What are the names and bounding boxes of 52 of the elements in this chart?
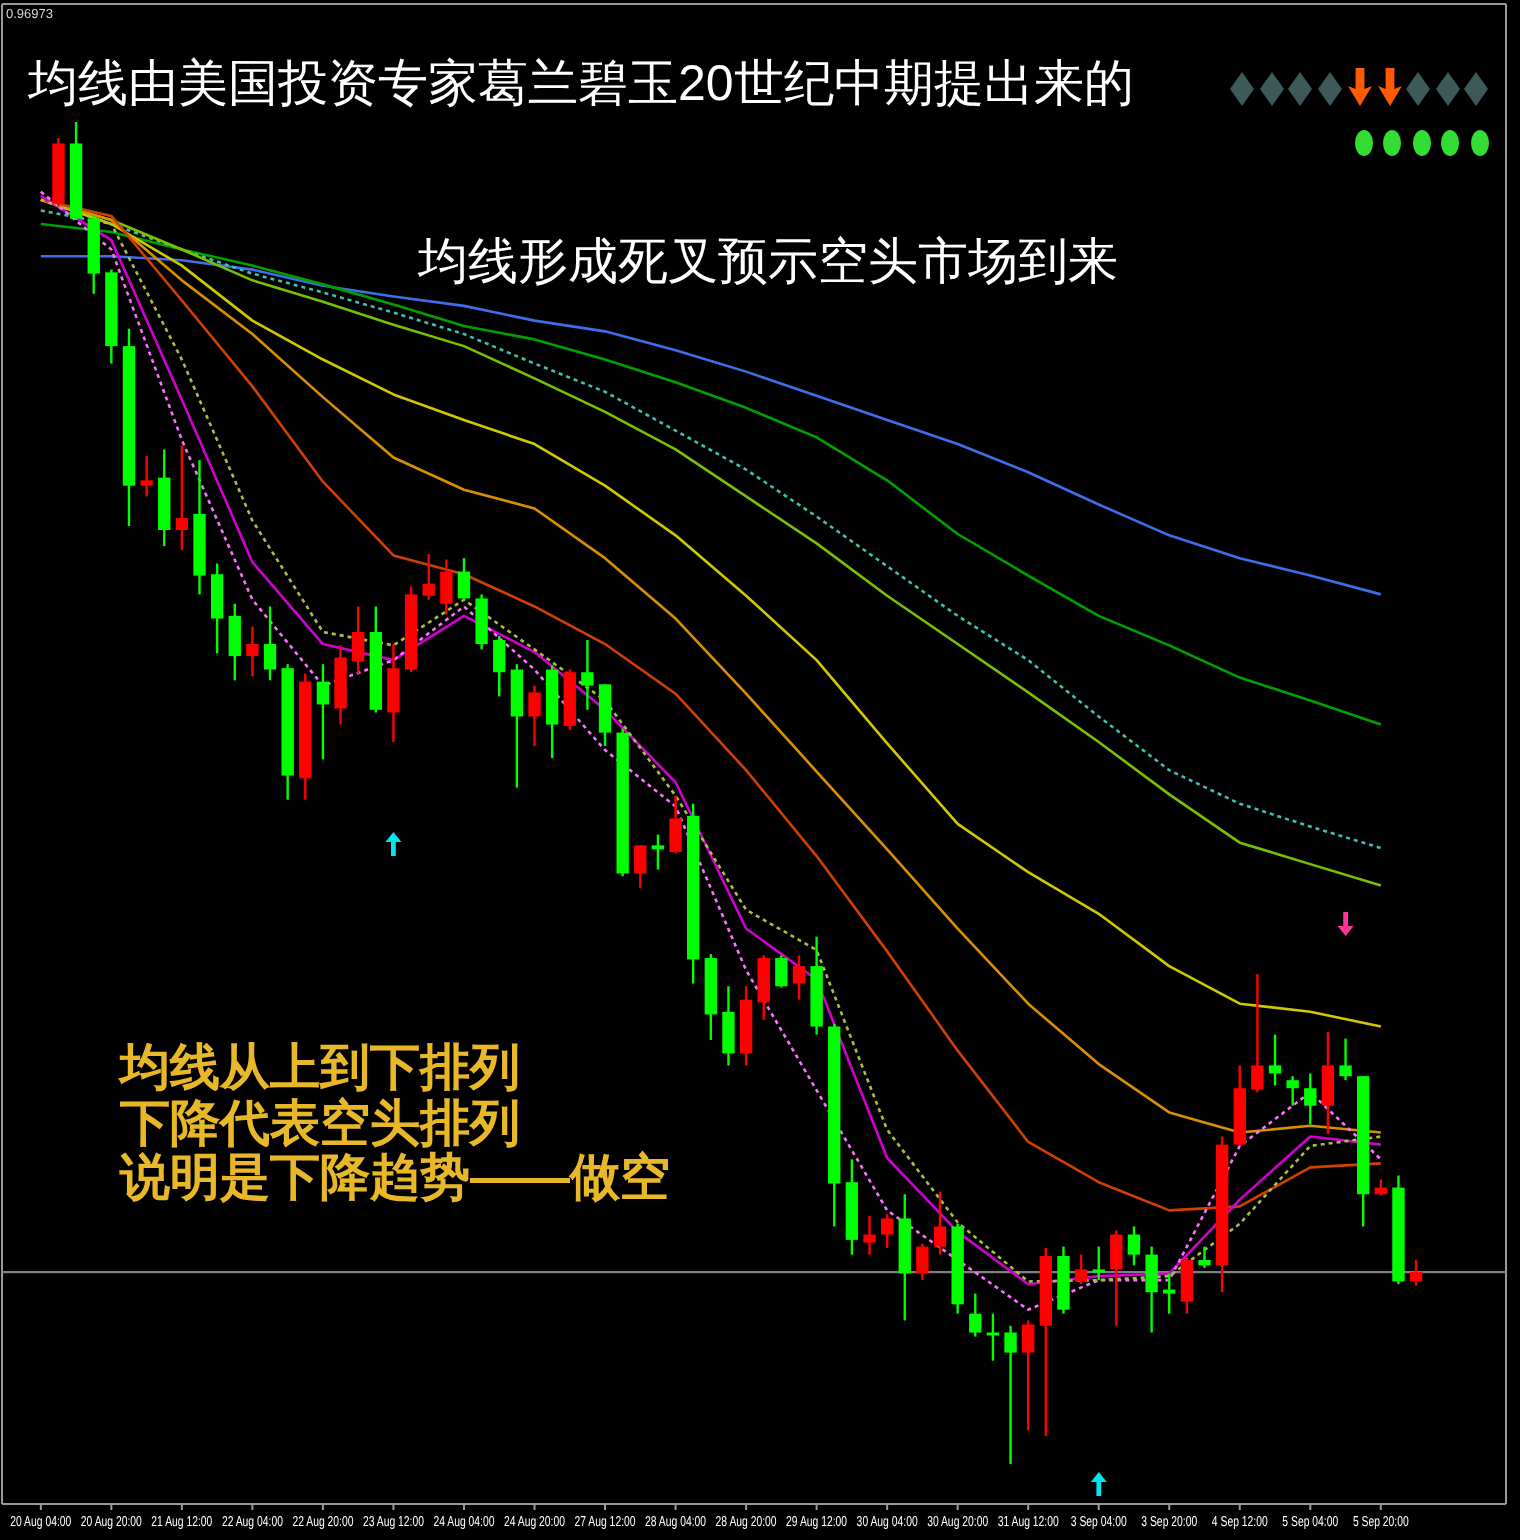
candlestick: [1110, 1229, 1123, 1327]
candlestick: [440, 558, 453, 616]
candlestick: [1268, 1033, 1282, 1087]
candlestick: [1163, 1272, 1176, 1315]
candlestick: [581, 638, 594, 711]
candlestick: [1004, 1324, 1017, 1466]
candlestick: [986, 1312, 1000, 1362]
candlestick: [1022, 1319, 1035, 1432]
candlestick: [669, 794, 682, 855]
candlestick: [1339, 1037, 1352, 1082]
candlestick: [1198, 1245, 1211, 1270]
candlestick: [1304, 1072, 1317, 1126]
candlestick: [1409, 1258, 1423, 1287]
chart-title: 均线由美国投资专家葛兰碧玉20世纪中期提出来的: [26, 56, 1134, 112]
annotation: 均线从上到下排列: [116, 1040, 520, 1096]
candlestick: [1286, 1074, 1299, 1107]
candlestick: [775, 954, 788, 989]
candlestick: [387, 642, 400, 744]
candlestick: [1180, 1256, 1194, 1315]
candlestick: [651, 833, 665, 871]
candlestick: [175, 444, 189, 552]
candlestick: [1127, 1225, 1141, 1267]
candlestick: [246, 625, 259, 678]
candlestick: [1092, 1245, 1105, 1282]
candlestick: [792, 954, 806, 1001]
candlestick: [1074, 1253, 1088, 1286]
candlestick: [1251, 972, 1264, 1094]
candlestick: [916, 1242, 929, 1282]
candlestick: [352, 605, 365, 675]
candlestick: [228, 602, 241, 682]
candlestick: [1321, 1030, 1335, 1136]
candlestick: [880, 1213, 894, 1250]
annotation: 说明是下降趋势——做空: [118, 1150, 670, 1206]
candlestick: [263, 605, 277, 682]
candlestick: [722, 985, 735, 1067]
candlestick: [316, 662, 330, 761]
candlestick: [969, 1292, 982, 1338]
candlestick: [528, 684, 541, 748]
candlestick: [457, 556, 471, 601]
annotation: 下降代表空头排列: [118, 1096, 520, 1152]
candlestick: [493, 634, 506, 698]
candlestick: [757, 954, 770, 1021]
candlestick: [933, 1190, 947, 1256]
candlestick: [510, 662, 524, 789]
candlestick: [210, 562, 224, 655]
annotation: 均线形成死叉预示空头市场到来: [416, 234, 1118, 290]
candlestick: [1145, 1245, 1158, 1334]
candlestick: [422, 552, 435, 601]
candlestick: [634, 844, 647, 890]
candlestick: [863, 1214, 876, 1256]
candlestick: [475, 593, 488, 651]
candlestick: [140, 454, 153, 498]
